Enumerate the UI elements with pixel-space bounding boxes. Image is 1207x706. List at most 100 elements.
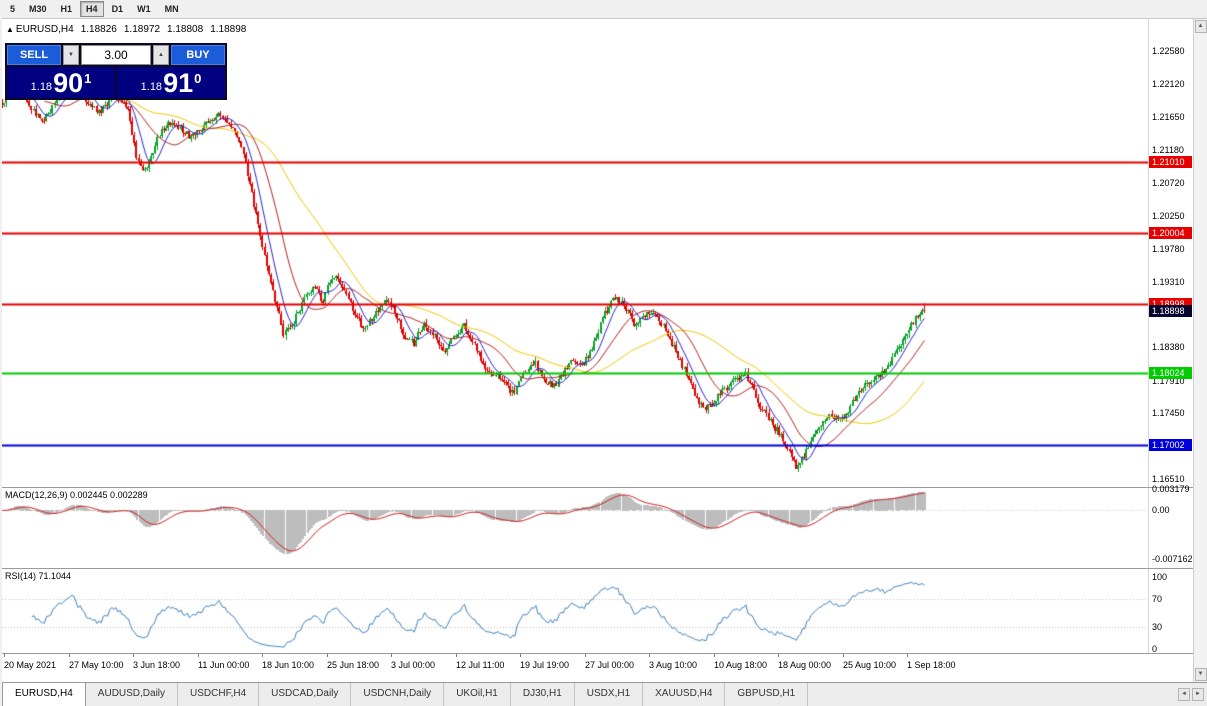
timeframe-button-h4[interactable]: H4: [80, 1, 104, 17]
chart-tab-xauusd-h4[interactable]: XAUUSD,H4: [643, 683, 726, 706]
time-axis-tick: [714, 654, 715, 657]
chart-tab-usdcnh-daily[interactable]: USDCNH,Daily: [351, 683, 445, 706]
time-axis-label: 27 Jul 00:00: [585, 660, 635, 670]
chart-tab-audusd-daily[interactable]: AUDUSD,Daily: [86, 683, 179, 706]
chart-tab-usdx-h1[interactable]: USDX,H1: [575, 683, 644, 706]
timeframes-toolbar: 5 M30 H1 H4 D1 W1 MN: [2, 0, 1207, 19]
macd-tick-label: -0.007162: [1152, 554, 1193, 564]
time-axis-tick: [391, 654, 392, 657]
time-axis-label: 20 May 2021: [4, 660, 57, 670]
timeframe-button-h1[interactable]: H1: [60, 4, 73, 14]
tabs-scroll-right-button[interactable]: ►: [1192, 688, 1204, 701]
timeframe-button-mn[interactable]: MN: [164, 4, 179, 14]
sell-price-big-digits: 90: [53, 68, 84, 98]
time-axis-tick: [907, 654, 908, 657]
chart-tab-usdchf-h4[interactable]: USDCHF,H4: [178, 683, 260, 706]
price-axis-macd: 0.003179 0.00 -0.007162: [1148, 484, 1193, 568]
level-price-label: 1.21010: [1149, 156, 1192, 168]
price-tick-label: 1.20720: [1152, 178, 1185, 188]
time-axis-tick: [649, 654, 650, 657]
rsi-tick-label: 70: [1152, 594, 1163, 604]
time-axis-tick: [778, 654, 779, 657]
one-click-trading-panel: SELL ▼ ▲ BUY 1.18 90 1 1.18 91 0: [5, 43, 227, 100]
rsi-panel: RSI(14) 71.1044: [2, 569, 1148, 653]
macd-tick-label: 0.003179: [1152, 484, 1190, 494]
time-axis-label: 27 May 10:00: [69, 660, 124, 670]
buy-price-big-digits: 91: [163, 68, 194, 98]
time-axis-label: 12 Jul 11:00: [456, 660, 505, 670]
rsi-tick-label: 0: [1152, 644, 1158, 654]
arrow-down-icon: ▼: [1197, 671, 1204, 677]
low-value: 1.18808: [167, 24, 204, 35]
price-tick-label: 1.22120: [1152, 79, 1185, 89]
buy-button[interactable]: BUY: [171, 45, 225, 65]
tabs-scrollbar: ◄ ►: [1178, 683, 1207, 706]
price-tick-label: 1.19780: [1152, 244, 1185, 254]
sell-button[interactable]: SELL: [7, 45, 61, 65]
spinner-up-icon: ▲: [158, 52, 164, 58]
time-axis-tick: [133, 654, 134, 657]
chart-area: ▲ EURUSD,H4 1.18826 1.18972 1.18808 1.18898 S…: [2, 19, 1207, 682]
panel-separator[interactable]: [2, 487, 1193, 488]
time-axis-tick: [4, 654, 5, 657]
time-axis-tick: [456, 654, 457, 657]
close-value: 1.18898: [210, 24, 247, 35]
volume-increase-button[interactable]: ▲: [153, 45, 169, 65]
trade-controls-row: SELL ▼ ▲ BUY: [7, 45, 225, 65]
chart-tab-gbpusd-h1[interactable]: GBPUSD,H1: [725, 683, 809, 706]
time-axis-label: 11 Jun 00:00: [198, 660, 250, 670]
volume-input[interactable]: [81, 45, 151, 65]
chart-tab-dj30-h1[interactable]: DJ30,H1: [511, 683, 575, 706]
tabs-scroll-left-button[interactable]: ◄: [1178, 688, 1190, 701]
time-axis-label: 25 Aug 10:00: [843, 660, 897, 670]
open-value: 1.18826: [80, 24, 117, 35]
time-axis-label: 3 Aug 10:00: [649, 660, 698, 670]
time-axis-label: 18 Aug 00:00: [778, 660, 832, 670]
timeframe-button-w1[interactable]: W1: [137, 4, 151, 14]
chart-tab-usdcad-daily[interactable]: USDCAD,Daily: [259, 683, 352, 706]
trade-prices-row: 1.18 90 1 1.18 91 0: [7, 67, 225, 98]
volume-decrease-button[interactable]: ▼: [63, 45, 79, 65]
macd-panel: MACD(12,26,9) 0.002445 0.002289: [2, 488, 1148, 568]
chart-tabs-bar: EURUSD,H4 AUDUSD,Daily USDCHF,H4 USDCAD,Dai…: [2, 682, 1207, 706]
main-chart-panel: ▲ EURUSD,H4 1.18826 1.18972 1.18808 1.18898 S…: [2, 19, 1148, 487]
price-axis-main: 1.22580 1.22120 1.21650 1.21180 1.20720 1.202…: [1148, 19, 1193, 487]
buy-price-prefix: 1.18: [140, 81, 163, 93]
chart-marker-icon: ▲: [6, 25, 14, 34]
chart-tab-ukoil-h1[interactable]: UKOil,H1: [444, 683, 511, 706]
rsi-panel-canvas[interactable]: [2, 569, 1148, 653]
price-tick-label: 1.20250: [1152, 211, 1185, 221]
price-tick-label: 1.21180: [1152, 145, 1184, 155]
price-tick-label: 1.17910: [1152, 376, 1185, 386]
level-price-label: 1.20004: [1149, 227, 1192, 239]
time-axis-label: 25 Jun 18:00: [327, 660, 380, 670]
high-value: 1.18972: [123, 24, 161, 35]
timeframe-button-m30[interactable]: M30: [29, 4, 47, 14]
time-axis-label: 3 Jul 00:00: [391, 660, 436, 670]
time-axis[interactable]: 20 May 2021 27 May 10:00 3 Jun 18:00 11 Jun…: [2, 653, 1193, 682]
price-tick-label: 1.16510: [1152, 474, 1185, 484]
macd-tick-label: 0.00: [1152, 505, 1170, 515]
panel-separator[interactable]: [2, 568, 1193, 569]
time-axis-tick: [69, 654, 70, 657]
rsi-indicator-label: RSI(14) 71.1044: [5, 571, 72, 581]
price-axis-rsi: 100 70 30 0: [1148, 569, 1193, 654]
scroll-up-button[interactable]: ▲: [1194, 20, 1207, 33]
chart-tab-eurusd-h4[interactable]: EURUSD,H4: [2, 683, 86, 706]
arrow-left-icon: ◄: [1181, 691, 1187, 697]
time-axis-label: 1 Sep 18:00: [907, 660, 956, 670]
price-tick-label: 1.22580: [1152, 46, 1185, 56]
arrow-right-icon: ►: [1195, 691, 1201, 697]
scroll-down-button[interactable]: ▼: [1194, 668, 1207, 681]
timeframe-button-d1[interactable]: D1: [111, 4, 124, 14]
buy-price-display[interactable]: 1.18 91 0: [117, 67, 225, 98]
sell-price-prefix: 1.18: [30, 81, 53, 93]
vertical-scrollbar[interactable]: ▲ ▼: [1193, 19, 1207, 682]
time-axis-tick: [262, 654, 263, 657]
macd-indicator-label: MACD(12,26,9) 0.002445 0.002289: [5, 490, 148, 500]
chart-ohlc-header: ▲ EURUSD,H4 1.18826 1.18972 1.18808 1.18898: [6, 24, 253, 35]
sell-price-display[interactable]: 1.18 90 1: [7, 67, 115, 98]
macd-panel-canvas[interactable]: [2, 488, 1148, 568]
timeframe-button-5[interactable]: 5: [10, 4, 16, 14]
